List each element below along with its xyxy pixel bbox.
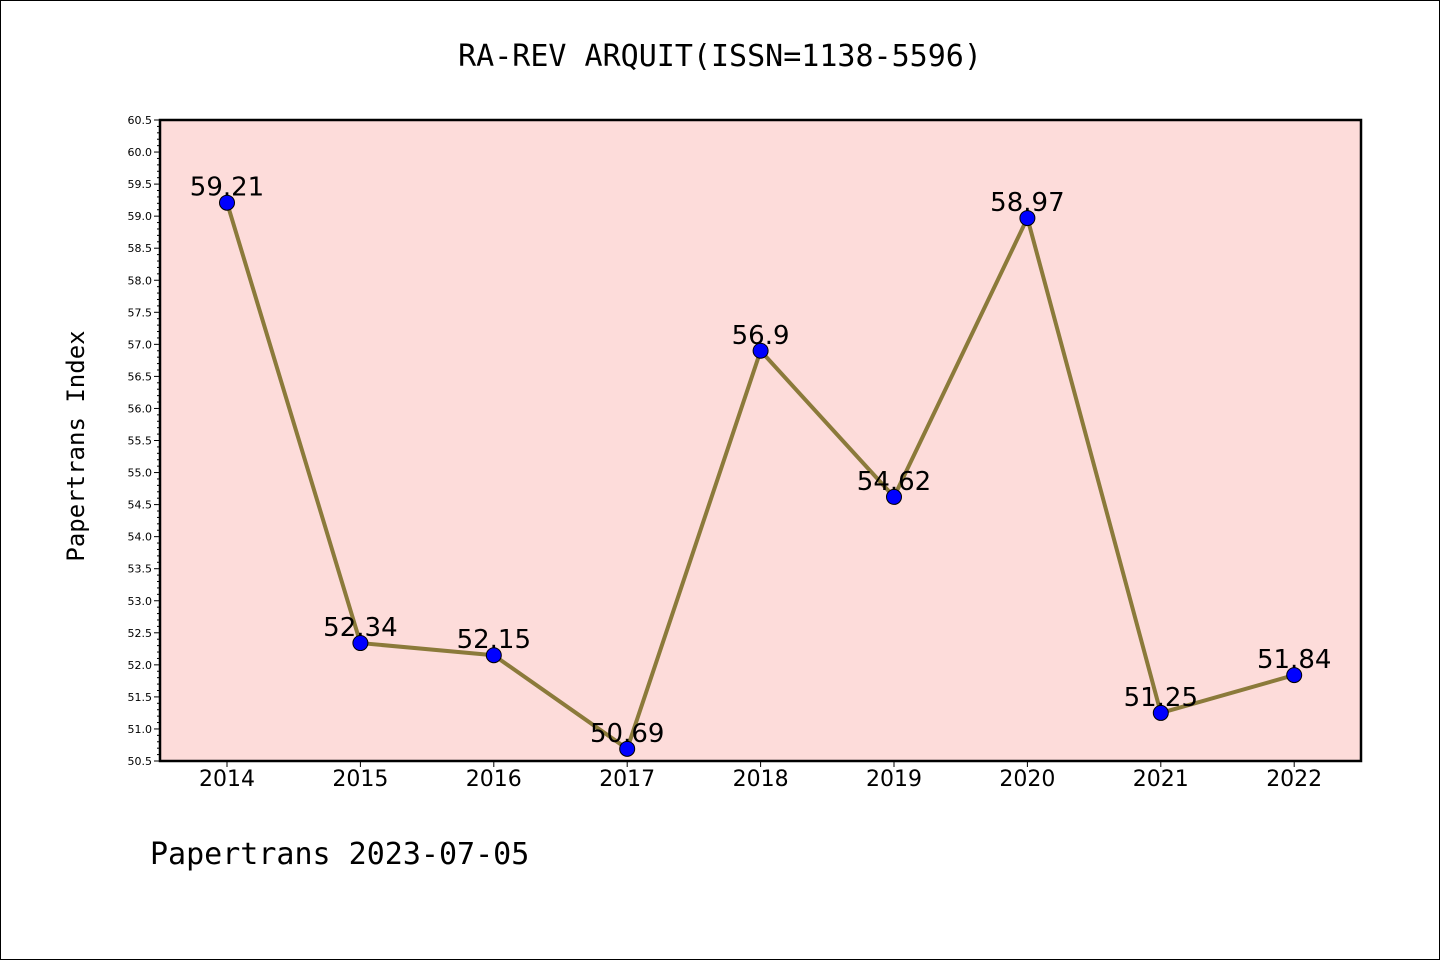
data-point-label: 52.15: [457, 625, 531, 655]
y-tick-label: 58.0: [128, 274, 153, 287]
x-tick-label: 2018: [733, 767, 789, 792]
y-tick-label: 57.0: [128, 338, 153, 351]
y-axis-label: Papertrans Index: [62, 330, 90, 561]
plot-area: [158, 118, 1363, 763]
y-tick-label: 54.5: [128, 499, 153, 512]
y-tick-label: 60.5: [128, 114, 153, 127]
y-tick-label: 55.5: [128, 435, 153, 448]
x-tick-label: 2020: [999, 767, 1055, 792]
y-tick-label: 51.5: [128, 691, 153, 704]
x-tick-label: 2017: [599, 767, 655, 792]
data-point-marker: [1019, 210, 1036, 227]
footer-source-date: Papertrans 2023-07-05: [150, 837, 529, 872]
y-tick-label: 56.5: [128, 370, 153, 383]
y-tick-label: 53.5: [128, 563, 153, 576]
data-point-label: 52.34: [323, 613, 397, 643]
data-point-marker: [752, 342, 769, 359]
x-tick-label: 2021: [1133, 767, 1189, 792]
series-markers: [219, 194, 1303, 757]
y-tick-label: 59.0: [128, 210, 153, 223]
y-tick-label: 57.5: [128, 306, 153, 319]
data-point-label: 51.84: [1257, 645, 1331, 675]
x-tick-label: 2014: [199, 767, 255, 792]
y-tick-label: 60.0: [128, 146, 153, 159]
y-tick-label: 53.0: [128, 595, 153, 608]
y-tick-label: 52.0: [128, 659, 153, 672]
y-tick-label: 54.0: [128, 531, 153, 544]
y-tick-label: 55.0: [128, 467, 153, 480]
y-axis-tick-labels: 50.5 51.0 51.5 52.0 52.5 53.0 53.5 54.0 54.5 55.0…: [128, 114, 153, 768]
x-tick-label: 2022: [1266, 767, 1322, 792]
x-axis-ticks: [226, 761, 1295, 767]
x-tick-label: 2019: [866, 767, 922, 792]
y-tick-label: 56.0: [128, 402, 153, 415]
data-point-marker: [352, 635, 369, 652]
y-tick-label: 59.5: [128, 178, 153, 191]
y-tick-label: 52.5: [128, 627, 153, 640]
data-point-marker: [1286, 667, 1303, 684]
y-tick-label: 58.5: [128, 242, 153, 255]
x-tick-label: 2015: [332, 767, 388, 792]
data-point-label: 50.69: [590, 719, 664, 749]
data-point-label: 58.97: [990, 188, 1064, 218]
y-tick-label: 50.5: [128, 755, 153, 768]
data-point-marker: [1152, 704, 1169, 721]
data-point-marker: [886, 488, 902, 505]
x-axis-tick-labels: 2014 2015 2016 2017 2018 2019 2020 2021 2022: [199, 767, 1322, 792]
x-tick-label: 2016: [466, 767, 522, 792]
data-labels: 59.21 52.34 52.15 50.69 56.9 54.62 58.97 51.25 5…: [190, 173, 1332, 749]
data-point-marker: [619, 740, 636, 757]
data-point-marker: [485, 647, 502, 664]
data-point-marker: [219, 194, 235, 211]
data-point-label: 56.9: [732, 321, 790, 351]
chart-title: RA-REV ARQUIT(ISSN=1138-5596): [458, 39, 982, 74]
data-point-label: 54.62: [857, 467, 931, 497]
y-axis-ticks: [154, 119, 160, 762]
data-point-label: 51.25: [1124, 683, 1198, 713]
y-tick-label: 51.0: [128, 723, 153, 736]
data-point-label: 59.21: [190, 173, 264, 203]
